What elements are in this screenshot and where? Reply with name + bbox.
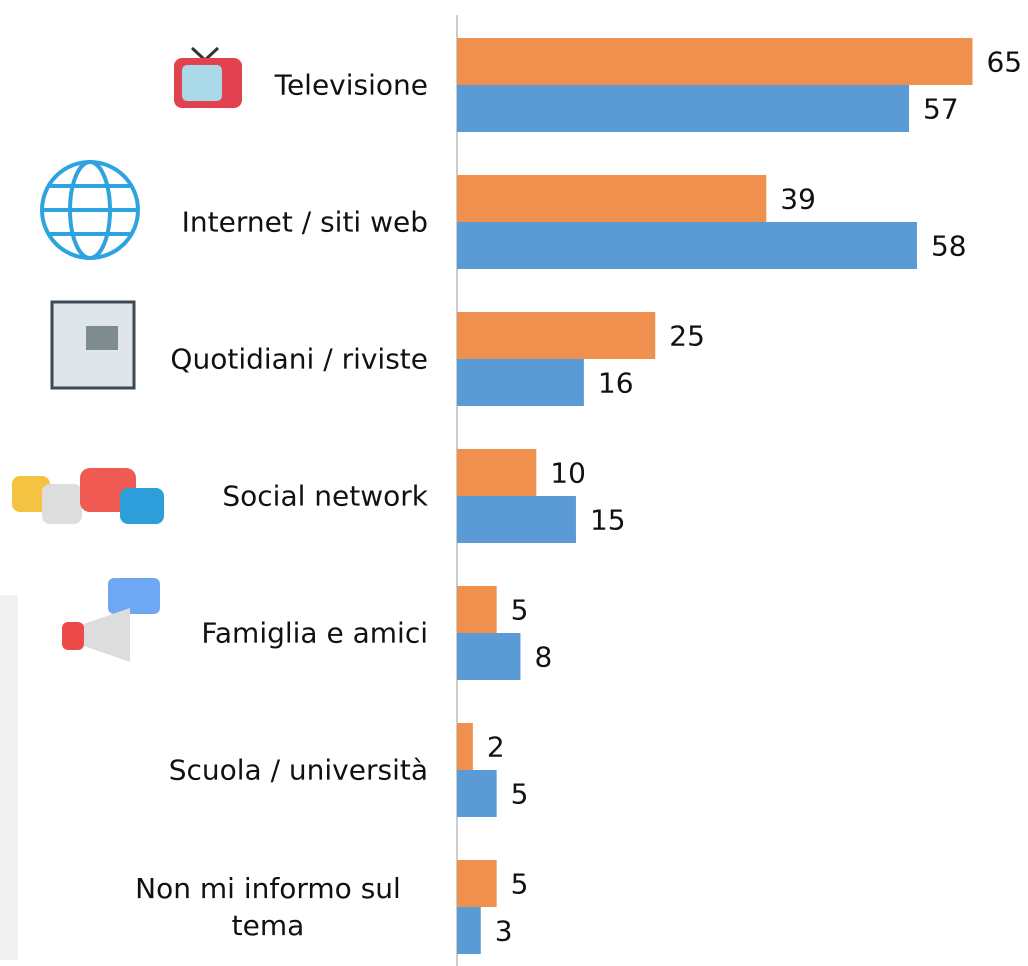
value-label: 65 [986, 46, 1022, 79]
bar [457, 586, 497, 633]
bar [457, 907, 481, 954]
category-label: Social network [222, 479, 428, 513]
bar [457, 633, 521, 680]
category-label: Televisione [274, 68, 428, 102]
megaphone-icon [62, 578, 160, 662]
bar [457, 175, 767, 222]
news-icon [50, 300, 136, 390]
value-label: 15 [590, 504, 626, 537]
value-label: 3 [495, 915, 513, 948]
bar [457, 359, 584, 406]
value-label: 25 [669, 320, 705, 353]
category-label: Famiglia e amici [201, 616, 428, 650]
value-label: 5 [511, 778, 529, 811]
tv-icon [174, 46, 242, 108]
bar [457, 38, 973, 85]
category-label: Non mi informo sul tema [135, 872, 401, 942]
bar [457, 770, 497, 817]
side-panel [0, 595, 18, 960]
value-label: 57 [923, 93, 959, 126]
value-label: 10 [550, 457, 586, 490]
value-label: 5 [511, 594, 529, 627]
value-label: 8 [534, 641, 552, 674]
value-label: 58 [931, 230, 967, 263]
social-icon [12, 468, 164, 524]
bar [457, 860, 497, 907]
category-label: Internet / siti web [181, 205, 428, 239]
category-label: Scuola / università [168, 753, 428, 787]
bar [457, 723, 473, 770]
value-label: 16 [598, 367, 634, 400]
bar [457, 85, 910, 132]
web-icon [40, 160, 140, 260]
category-label: Quotidiani / riviste [170, 342, 428, 376]
value-label: 2 [487, 731, 505, 764]
bar [457, 312, 656, 359]
bar [457, 222, 917, 269]
value-label: 5 [511, 868, 529, 901]
bar [457, 449, 537, 496]
value-label: 39 [780, 183, 816, 216]
bar [457, 496, 576, 543]
